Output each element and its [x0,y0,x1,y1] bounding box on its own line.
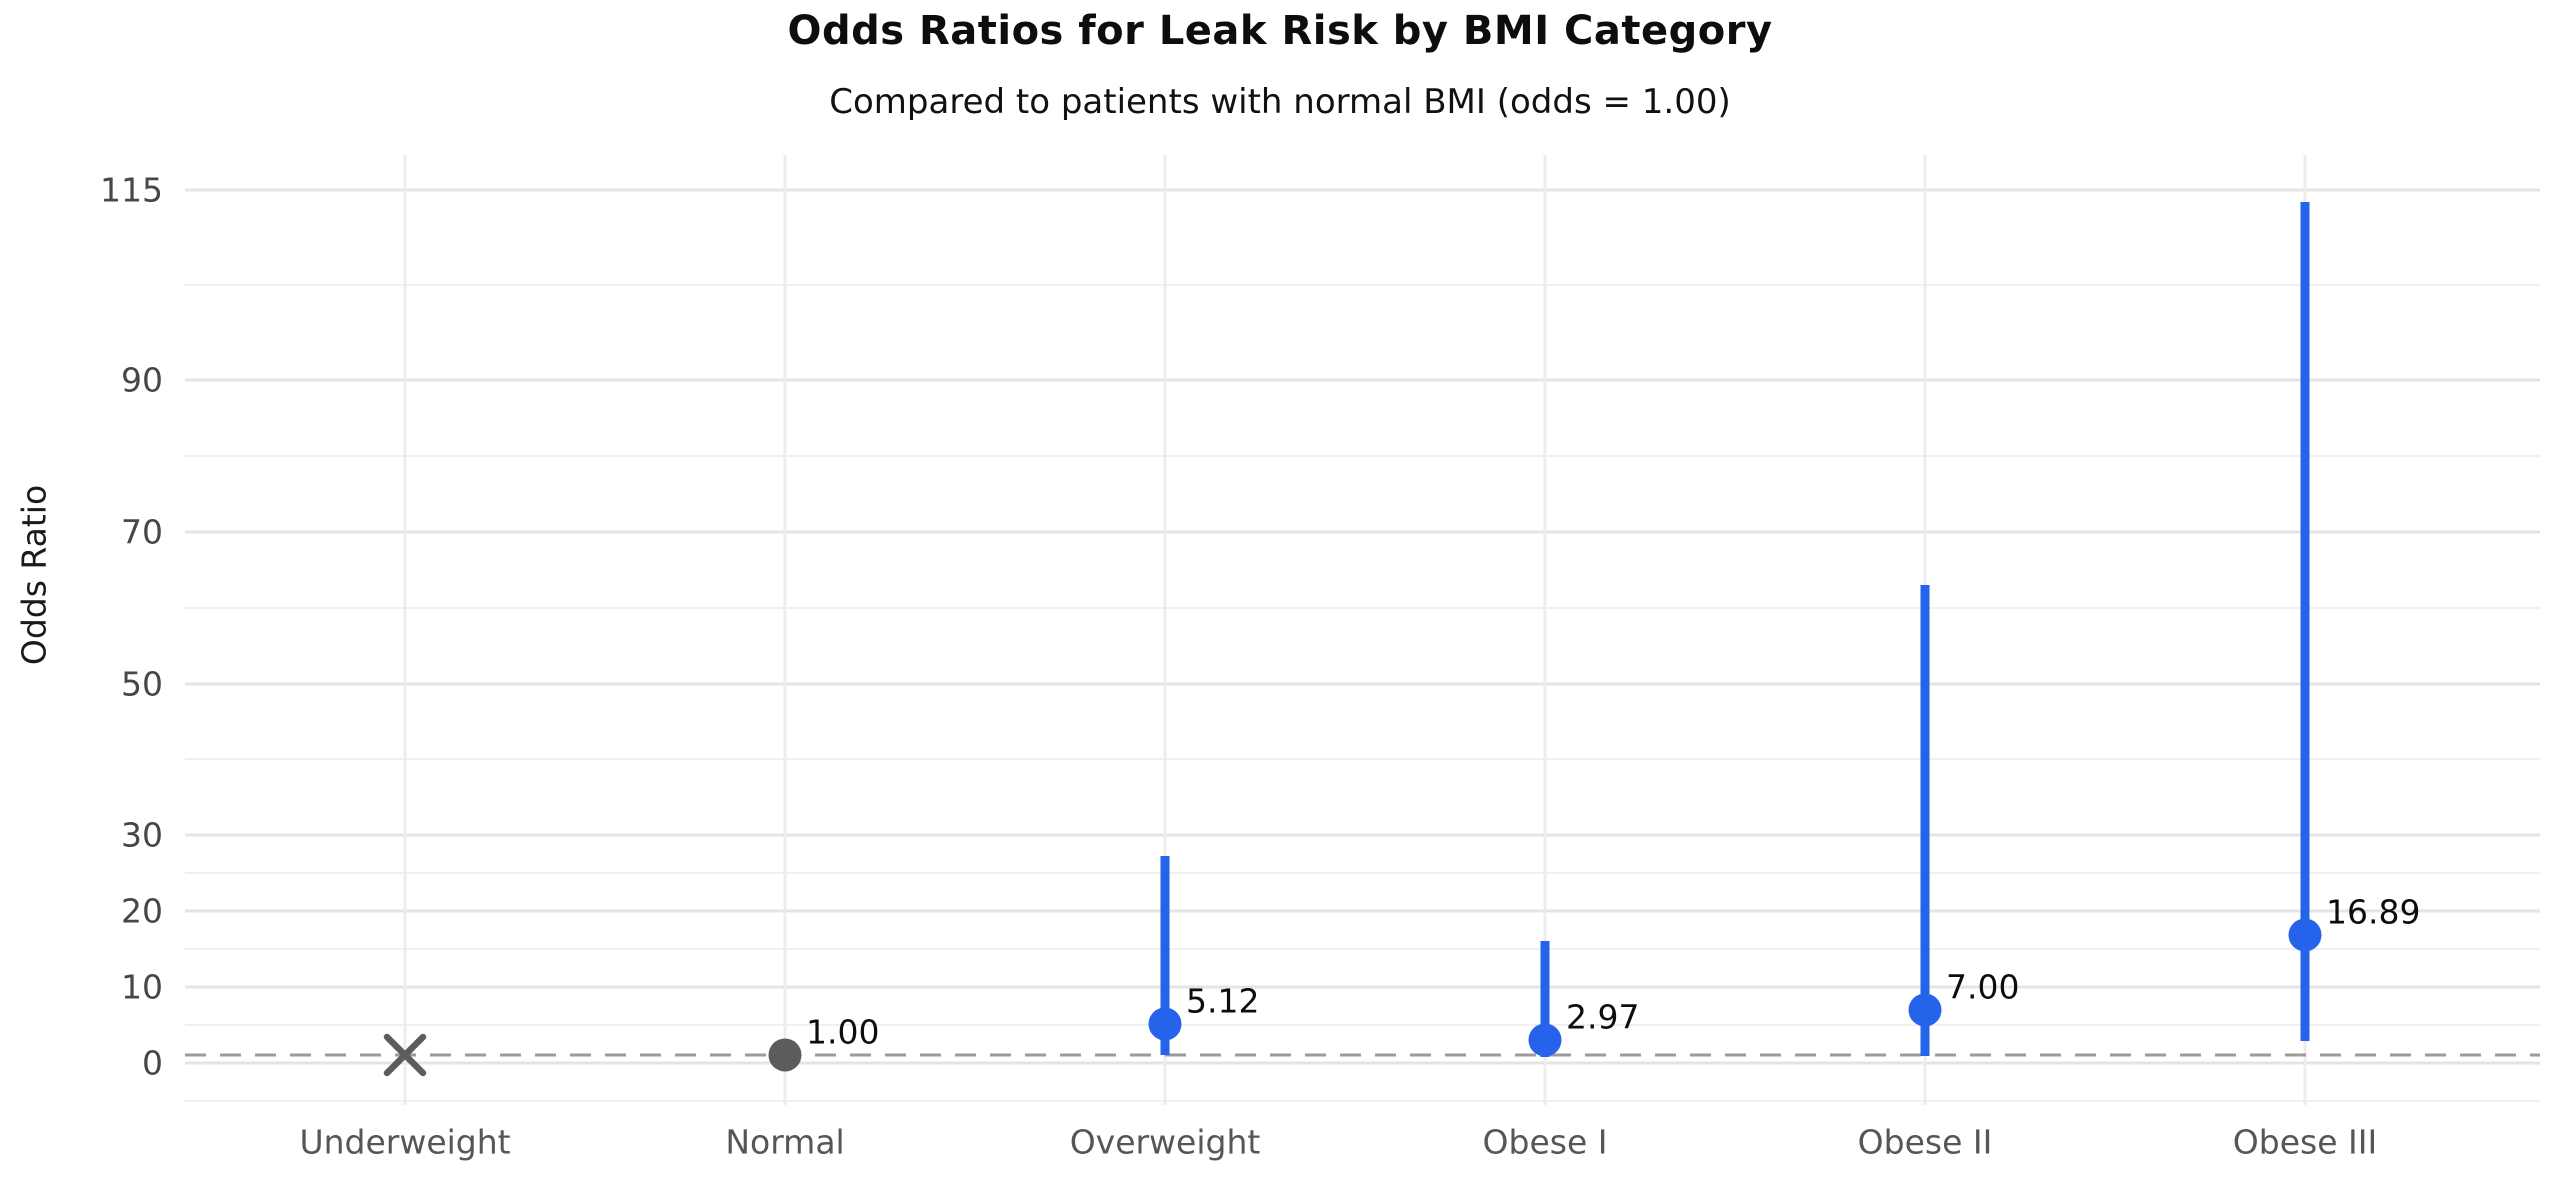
y-tick-label-20: 20 [121,891,163,931]
gridline-y-90 [185,378,2540,382]
value-label-obese-i: 2.97 [1566,997,1640,1037]
x-tick-label-overweight: Overweight [1069,1122,1261,1162]
point-marker-obese-iii [2288,918,2322,952]
y-tick-label-0: 0 [142,1043,163,1083]
point-marker-overweight [1148,1007,1182,1041]
gridline-y-minor-102.5 [185,284,2540,287]
x-tick-label-obese-ii: Obese II [1857,1122,1993,1162]
gridline-x-normal [783,155,787,1105]
x-tick-label-obese-iii: Obese III [2232,1122,2378,1162]
ci-whisker-obese-i [1540,940,1550,1058]
gridline-x-underweight [403,155,407,1105]
gridline-y-0 [185,1061,2540,1065]
gridline-y-10 [185,985,2540,989]
y-tick-label-90: 90 [121,360,163,400]
y-tick-label-10: 10 [121,967,163,1007]
x-tick-label-normal: Normal [725,1122,845,1162]
gridline-x-overweight [1163,155,1167,1105]
y-tick-label-115: 115 [100,170,163,210]
x-marker-icon [383,1034,427,1077]
gridline-y-50 [185,682,2540,685]
x-marker-underweight [382,1032,428,1078]
value-label-overweight: 5.12 [1186,981,1260,1021]
y-tick-label-70: 70 [121,512,163,552]
ci-whisker-obese-ii [1920,584,1930,1057]
gridline-y-minor-15 [185,948,2540,951]
x-tick-label-underweight: Underweight [299,1122,511,1162]
point-marker-obese-ii [1908,993,1942,1027]
point-marker-normal [768,1038,802,1072]
y-tick-label-30: 30 [121,815,163,855]
chart-title: Odds Ratios for Leak Risk by BMI Categor… [787,8,1773,54]
y-tick-label-50: 50 [121,664,163,703]
gridline-y-20 [185,909,2540,913]
gridline-y-minor--5 [185,1099,2540,1102]
gridline-y-minor-25 [185,872,2540,875]
value-label-normal: 1.00 [806,1012,880,1052]
x-tick-label-obese-i: Obese I [1482,1122,1608,1162]
reference-line-odds-1 [185,1053,2540,1057]
gridline-y-minor-5 [185,1024,2540,1027]
value-label-obese-ii: 7.00 [1946,967,2020,1007]
gridline-y-minor-60 [185,606,2540,609]
gridline-y-115 [185,188,2540,192]
gridline-y-minor-80 [185,454,2540,457]
ci-whisker-overweight [1160,855,1170,1056]
gridline-y-minor-40 [185,758,2540,761]
point-marker-obese-i [1528,1023,1562,1057]
ci-whisker-obese-iii [2300,201,2310,1042]
gridline-y-70 [185,530,2540,534]
chart-subtitle: Compared to patients with normal BMI (od… [829,82,1731,122]
gridline-y-30 [185,833,2540,837]
gridline-x-obese-i [1543,155,1547,1105]
value-label-obese-iii: 16.89 [2326,892,2421,932]
